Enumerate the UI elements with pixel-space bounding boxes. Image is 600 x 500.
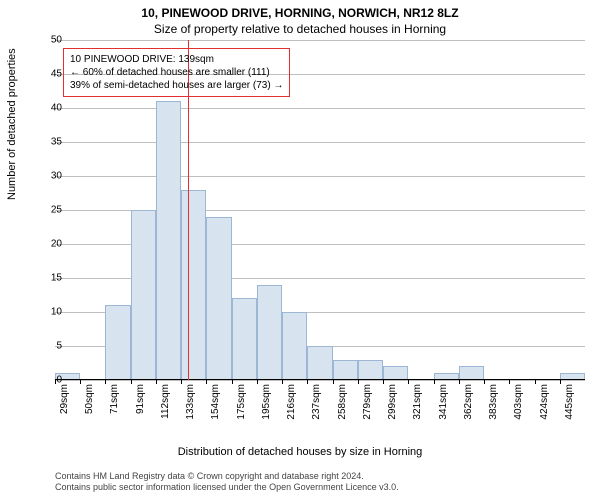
x-tick-label: 237sqm [311, 384, 322, 434]
x-tick-label: 403sqm [513, 384, 524, 434]
x-tick-label: 154sqm [210, 384, 221, 434]
histogram-bar [206, 217, 231, 380]
x-tick-label: 383sqm [488, 384, 499, 434]
gridline [55, 40, 585, 41]
x-tick [459, 380, 460, 384]
x-tick [535, 380, 536, 384]
x-tick [307, 380, 308, 384]
x-tick-label: 321sqm [412, 384, 423, 434]
histogram-bar [156, 101, 181, 380]
x-tick [232, 380, 233, 384]
x-tick-label: 50sqm [84, 384, 95, 434]
histogram-bar [459, 366, 484, 380]
histogram-bar [307, 346, 332, 380]
attribution-line1: Contains HM Land Registry data © Crown c… [55, 471, 399, 483]
x-tick [131, 380, 132, 384]
annotation-line2: ← 60% of detached houses are smaller (11… [70, 66, 283, 79]
x-tick-label: 112sqm [160, 384, 171, 434]
y-tick-label: 25 [32, 205, 62, 216]
histogram-bar [257, 285, 282, 380]
x-tick [105, 380, 106, 384]
x-tick [181, 380, 182, 384]
y-axis-label-text: Number of detached properties [6, 48, 18, 200]
histogram-bar [333, 360, 358, 380]
y-tick-label: 50 [32, 35, 62, 46]
x-tick [408, 380, 409, 384]
x-tick-label: 424sqm [539, 384, 550, 434]
gridline [55, 142, 585, 143]
x-tick [434, 380, 435, 384]
y-tick-label: 20 [32, 239, 62, 250]
x-tick-label: 341sqm [438, 384, 449, 434]
y-tick-label: 15 [32, 273, 62, 284]
x-tick [282, 380, 283, 384]
chart-title-main: 10, PINEWOOD DRIVE, HORNING, NORWICH, NR… [0, 6, 600, 20]
x-tick [484, 380, 485, 384]
attribution: Contains HM Land Registry data © Crown c… [55, 471, 399, 494]
histogram-bar [105, 305, 130, 380]
histogram-chart: 10, PINEWOOD DRIVE, HORNING, NORWICH, NR… [0, 0, 600, 500]
y-tick-label: 5 [32, 341, 62, 352]
chart-title-sub: Size of property relative to detached ho… [0, 22, 600, 36]
x-tick [206, 380, 207, 384]
annotation-line1: 10 PINEWOOD DRIVE: 139sqm [70, 53, 283, 66]
x-tick-label: 175sqm [236, 384, 247, 434]
x-tick-label: 91sqm [135, 384, 146, 434]
x-tick [333, 380, 334, 384]
histogram-bar [358, 360, 383, 380]
x-tick-label: 258sqm [337, 384, 348, 434]
x-tick [80, 380, 81, 384]
histogram-bar [232, 298, 257, 380]
x-axis-line [55, 379, 585, 380]
x-tick-label: 29sqm [59, 384, 70, 434]
x-tick-label: 71sqm [109, 384, 120, 434]
annotation-box: 10 PINEWOOD DRIVE: 139sqm ← 60% of detac… [63, 48, 290, 97]
gridline [55, 108, 585, 109]
y-axis-label: Number of detached properties [6, 48, 18, 200]
x-tick-label: 279sqm [362, 384, 373, 434]
y-tick-label: 10 [32, 307, 62, 318]
annotation-line3: 39% of semi-detached houses are larger (… [70, 79, 283, 92]
y-tick-label: 0 [32, 375, 62, 386]
x-tick-label: 133sqm [185, 384, 196, 434]
x-tick-label: 362sqm [463, 384, 474, 434]
x-tick [358, 380, 359, 384]
plot-area: 10 PINEWOOD DRIVE: 139sqm ← 60% of detac… [55, 40, 585, 380]
x-tick [156, 380, 157, 384]
y-tick-label: 30 [32, 171, 62, 182]
x-tick-label: 445sqm [564, 384, 575, 434]
y-tick-label: 45 [32, 69, 62, 80]
x-tick-label: 195sqm [261, 384, 272, 434]
attribution-line2: Contains public sector information licen… [55, 482, 399, 494]
gridline [55, 380, 585, 381]
x-tick [509, 380, 510, 384]
x-axis-label: Distribution of detached houses by size … [0, 446, 600, 458]
histogram-bar [181, 190, 206, 380]
histogram-bar [282, 312, 307, 380]
x-tick-label: 216sqm [286, 384, 297, 434]
x-tick [55, 380, 56, 384]
y-tick-label: 40 [32, 103, 62, 114]
x-tick [560, 380, 561, 384]
histogram-bar [383, 366, 408, 380]
x-tick [383, 380, 384, 384]
histogram-bar [131, 210, 156, 380]
x-tick [257, 380, 258, 384]
gridline [55, 176, 585, 177]
y-tick-label: 35 [32, 137, 62, 148]
x-tick-label: 299sqm [387, 384, 398, 434]
